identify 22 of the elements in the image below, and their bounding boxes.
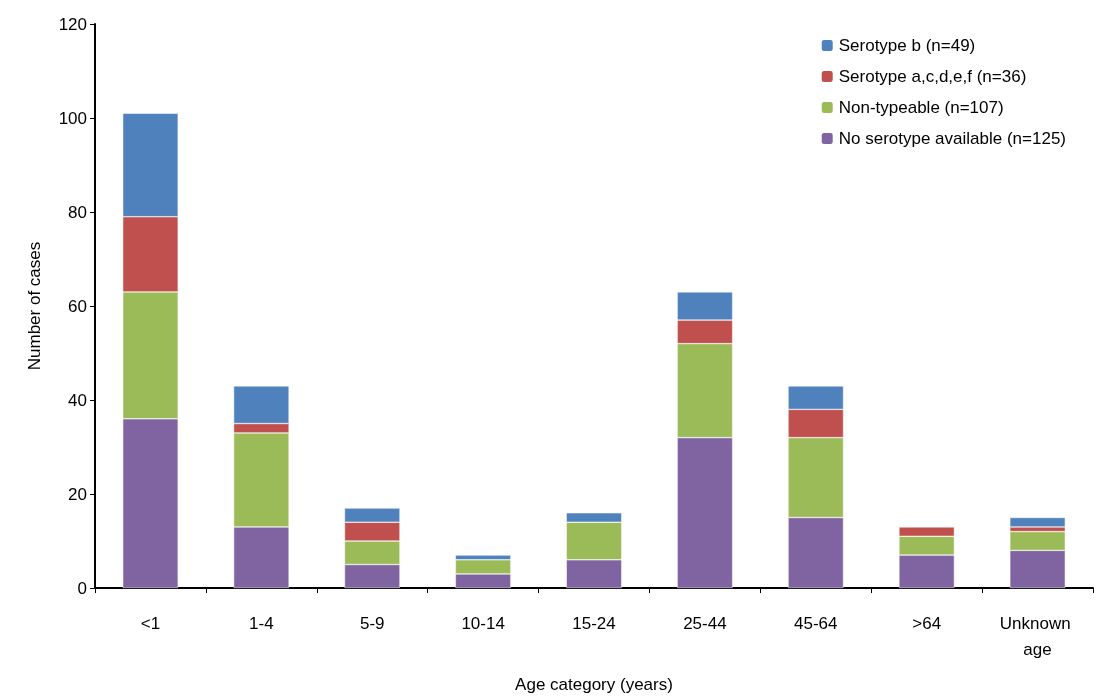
legend-label: No serotype available (n=125)	[838, 129, 1067, 148]
x-tick-label: 5-9	[359, 613, 385, 633]
y-tick-label: 80	[68, 202, 87, 222]
x-tick-label: >64	[912, 613, 942, 633]
y-tick-label: 60	[68, 296, 87, 316]
x-tick-label: 15-24	[572, 613, 616, 633]
y-tick-label: 0	[77, 578, 87, 598]
x-tick-label: Unknown age	[999, 613, 1076, 659]
y-tick-label: 40	[68, 390, 87, 410]
legend-label: Non-typeable (n=107)	[838, 98, 1004, 117]
y-axis-title: Number of cases	[25, 241, 44, 371]
x-tick-label: 1-4	[249, 613, 274, 633]
x-tick-label: 10-14	[461, 613, 505, 633]
x-tick-label: 25-44	[683, 613, 727, 633]
x-tick-label: <1	[140, 613, 161, 633]
y-tick-label: 20	[68, 484, 87, 504]
y-tick-label: 120	[58, 14, 87, 34]
x-axis-title: Age category (years)	[515, 675, 673, 694]
y-tick-label: 100	[58, 108, 87, 128]
x-tick-label: 45-64	[794, 613, 838, 633]
legend-label: Serotype a,c,d,e,f (n=36)	[838, 67, 1027, 86]
legend-label: Serotype b (n=49)	[838, 36, 976, 55]
